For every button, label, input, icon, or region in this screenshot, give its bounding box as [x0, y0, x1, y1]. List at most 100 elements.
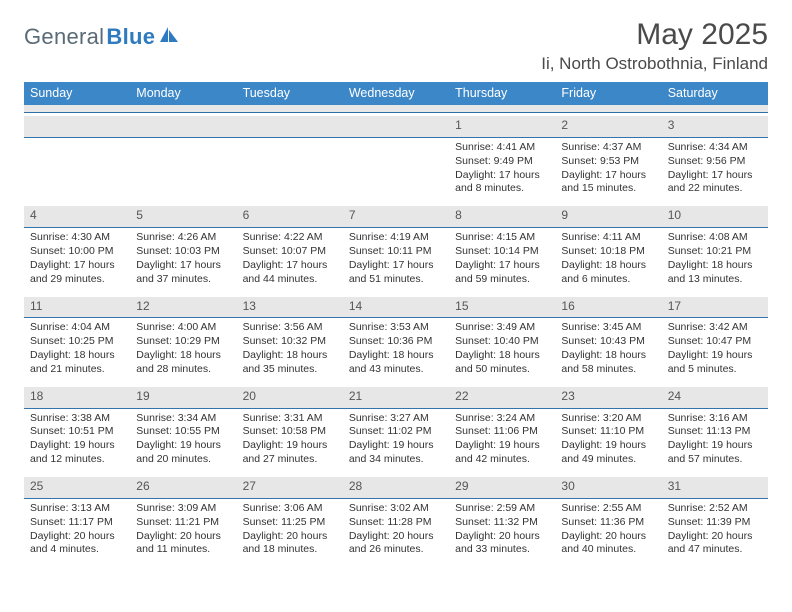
day-cell: 28Sunrise: 3:02 AMSunset: 11:28 PMDaylig… — [343, 474, 449, 564]
week-row: 4Sunrise: 4:30 AMSunset: 10:00 PMDayligh… — [24, 203, 768, 293]
weekday-header: Thursday — [449, 82, 555, 105]
daylight-text-2: and 6 minutes. — [561, 273, 655, 287]
day-cell: 17Sunrise: 3:42 AMSunset: 10:47 PMDaylig… — [662, 294, 768, 384]
title-block: May 2025 Ii, North Ostrobothnia, Finland — [541, 18, 768, 74]
day-cell: 22Sunrise: 3:24 AMSunset: 11:06 PMDaylig… — [449, 384, 555, 474]
sunset-text: Sunset: 10:03 PM — [136, 245, 230, 259]
brand-part1: General — [24, 24, 104, 50]
daylight-text-2: and 51 minutes. — [349, 273, 443, 287]
daylight-text-1: Daylight: 20 hours — [561, 530, 655, 544]
sunset-text: Sunset: 11:39 PM — [668, 516, 762, 530]
sunrise-text: Sunrise: 4:00 AM — [136, 321, 230, 335]
day-cell: 31Sunrise: 2:52 AMSunset: 11:39 PMDaylig… — [662, 474, 768, 564]
sunset-text: Sunset: 10:36 PM — [349, 335, 443, 349]
sunset-text: Sunset: 9:56 PM — [668, 155, 762, 169]
sunset-text: Sunset: 10:32 PM — [243, 335, 337, 349]
sunset-text: Sunset: 10:11 PM — [349, 245, 443, 259]
day-cell: 16Sunrise: 3:45 AMSunset: 10:43 PMDaylig… — [555, 294, 661, 384]
daylight-text-1: Daylight: 17 hours — [455, 169, 549, 183]
daylight-text-1: Daylight: 18 hours — [561, 349, 655, 363]
daylight-text-2: and 22 minutes. — [668, 182, 762, 196]
day-number-band: 26 — [130, 477, 236, 499]
sunrise-text: Sunrise: 3:09 AM — [136, 502, 230, 516]
sunset-text: Sunset: 10:14 PM — [455, 245, 549, 259]
weekday-header: Sunday — [24, 82, 130, 105]
day-number-band: 5 — [130, 206, 236, 228]
daylight-text-2: and 5 minutes. — [668, 363, 762, 377]
sunrise-text: Sunrise: 3:20 AM — [561, 412, 655, 426]
daylight-text-1: Daylight: 19 hours — [455, 439, 549, 453]
day-cell: 9Sunrise: 4:11 AMSunset: 10:18 PMDayligh… — [555, 203, 661, 293]
day-cell: 6Sunrise: 4:22 AMSunset: 10:07 PMDayligh… — [237, 203, 343, 293]
day-number-band: 30 — [555, 477, 661, 499]
daylight-text-2: and 26 minutes. — [349, 543, 443, 557]
daylight-text-2: and 18 minutes. — [243, 543, 337, 557]
sunset-text: Sunset: 10:00 PM — [30, 245, 124, 259]
day-cell: 12 Sunrise: 4:00 AMSunset: 10:29 PMDaylig… — [130, 294, 236, 384]
day-number-band: 11 — [24, 297, 130, 319]
sunrise-text: Sunrise: 4:37 AM — [561, 141, 655, 155]
day-cell: 11Sunrise: 4:04 AMSunset: 10:25 PMDaylig… — [24, 294, 130, 384]
day-cell: 1Sunrise: 4:41 AMSunset: 9:49 PMDaylight… — [449, 113, 555, 203]
sunrise-text: Sunrise: 3:42 AM — [668, 321, 762, 335]
day-number-band: 13 — [237, 297, 343, 319]
month-title: May 2025 — [541, 18, 768, 52]
day-cell: 2Sunrise: 4:37 AMSunset: 9:53 PMDaylight… — [555, 113, 661, 203]
daylight-text-2: and 21 minutes. — [30, 363, 124, 377]
day-cell: 23Sunrise: 3:20 AMSunset: 11:10 PMDaylig… — [555, 384, 661, 474]
daylight-text-2: and 58 minutes. — [561, 363, 655, 377]
daylight-text-1: Daylight: 17 hours — [349, 259, 443, 273]
day-cell: 4Sunrise: 4:30 AMSunset: 10:00 PMDayligh… — [24, 203, 130, 293]
day-number-band: 14 — [343, 297, 449, 319]
sunrise-text: Sunrise: 4:11 AM — [561, 231, 655, 245]
day-cell: 20Sunrise: 3:31 AMSunset: 10:58 PMDaylig… — [237, 384, 343, 474]
daylight-text-1: Daylight: 18 hours — [349, 349, 443, 363]
sunrise-text: Sunrise: 4:30 AM — [30, 231, 124, 245]
daylight-text-1: Daylight: 18 hours — [561, 259, 655, 273]
daylight-text-1: Daylight: 20 hours — [455, 530, 549, 544]
sunset-text: Sunset: 10:55 PM — [136, 425, 230, 439]
brand-sail-icon — [158, 25, 180, 50]
week-row: 11Sunrise: 4:04 AMSunset: 10:25 PMDaylig… — [24, 294, 768, 384]
daylight-text-1: Daylight: 19 hours — [668, 439, 762, 453]
day-number-band: 25 — [24, 477, 130, 499]
daylight-text-1: Daylight: 19 hours — [136, 439, 230, 453]
daylight-text-1: Daylight: 17 hours — [455, 259, 549, 273]
sunset-text: Sunset: 11:32 PM — [455, 516, 549, 530]
weekday-header: Tuesday — [237, 82, 343, 105]
day-number-band: 16 — [555, 297, 661, 319]
sunrise-text: Sunrise: 3:02 AM — [349, 502, 443, 516]
daylight-text-1: Daylight: 18 hours — [243, 349, 337, 363]
sunset-text: Sunset: 11:25 PM — [243, 516, 337, 530]
daylight-text-1: Daylight: 18 hours — [668, 259, 762, 273]
daylight-text-1: Daylight: 17 hours — [668, 169, 762, 183]
day-number-band: 21 — [343, 387, 449, 409]
day-number-band: 24 — [662, 387, 768, 409]
day-number-band: 22 — [449, 387, 555, 409]
sunrise-text: Sunrise: 3:31 AM — [243, 412, 337, 426]
sunset-text: Sunset: 10:51 PM — [30, 425, 124, 439]
weekday-header: Wednesday — [343, 82, 449, 105]
daylight-text-2: and 59 minutes. — [455, 273, 549, 287]
calendar-page: GeneralBlue May 2025 Ii, North Ostroboth… — [0, 0, 792, 574]
day-cell: 27Sunrise: 3:06 AMSunset: 11:25 PMDaylig… — [237, 474, 343, 564]
daylight-text-2: and 57 minutes. — [668, 453, 762, 467]
sunset-text: Sunset: 11:10 PM — [561, 425, 655, 439]
day-cell: 30Sunrise: 2:55 AMSunset: 11:36 PMDaylig… — [555, 474, 661, 564]
day-number-band: 20 — [237, 387, 343, 409]
sunset-text: Sunset: 10:29 PM — [136, 335, 230, 349]
sunrise-text: Sunrise: 4:26 AM — [136, 231, 230, 245]
daylight-text-2: and 49 minutes. — [561, 453, 655, 467]
sunset-text: Sunset: 10:25 PM — [30, 335, 124, 349]
empty-day-cell — [343, 113, 449, 203]
day-number-band: 15 — [449, 297, 555, 319]
sunset-text: Sunset: 10:18 PM — [561, 245, 655, 259]
calendar-grid: SundayMondayTuesdayWednesdayThursdayFrid… — [24, 82, 768, 564]
daylight-text-1: Daylight: 18 hours — [136, 349, 230, 363]
sunrise-text: Sunrise: 2:52 AM — [668, 502, 762, 516]
sunrise-text: Sunrise: 2:59 AM — [455, 502, 549, 516]
day-number-band: 19 — [130, 387, 236, 409]
day-cell: 5Sunrise: 4:26 AMSunset: 10:03 PMDayligh… — [130, 203, 236, 293]
day-number-band: 12 — [130, 297, 236, 319]
day-number-band — [130, 116, 236, 138]
